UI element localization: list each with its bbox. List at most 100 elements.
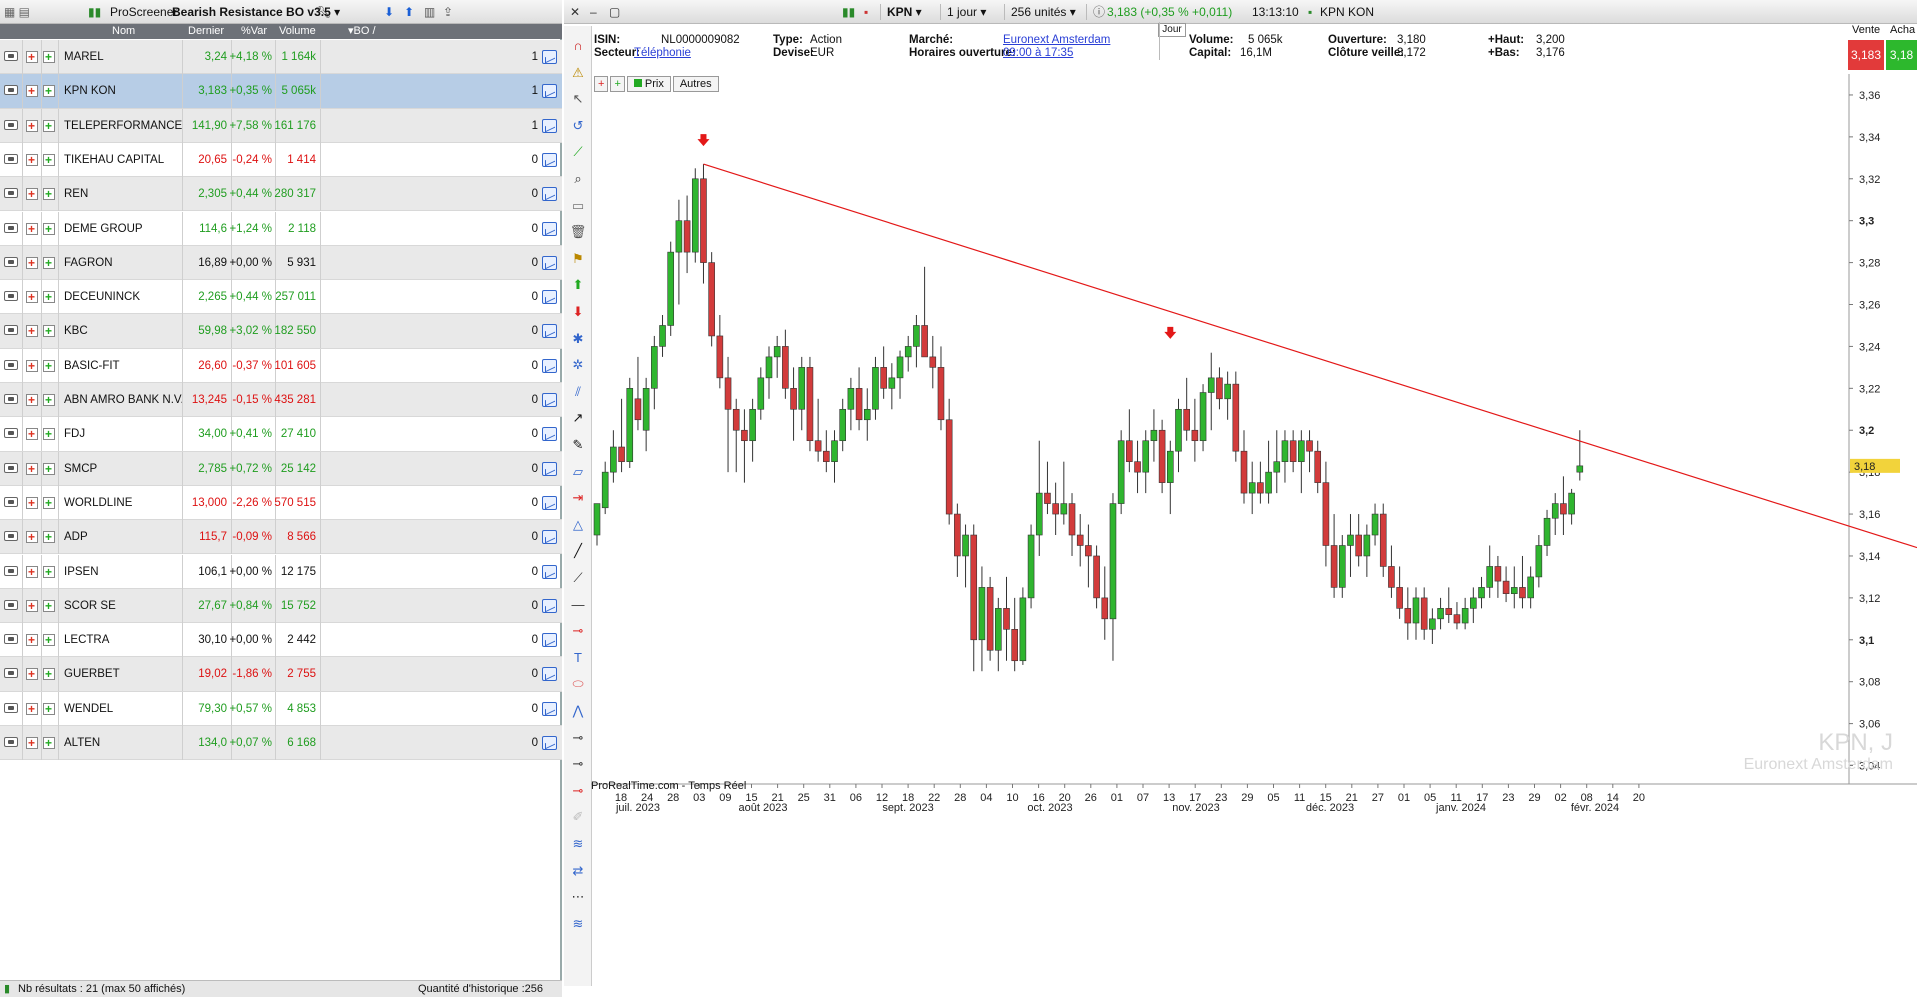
dots-icon[interactable]: ⋯ <box>571 889 585 905</box>
sort-down-icon[interactable]: ⬇ <box>384 5 395 19</box>
open-chart-icon[interactable] <box>542 84 557 99</box>
add-indicator-icon[interactable]: + <box>594 76 609 92</box>
close-icon[interactable]: ✕ <box>570 5 581 19</box>
ticker-selector[interactable]: KPN ▾ <box>880 4 922 20</box>
open-chart-icon[interactable] <box>542 255 557 270</box>
add-list-icon[interactable] <box>43 222 55 236</box>
eye-icon[interactable] <box>4 153 18 164</box>
add-list-icon[interactable] <box>43 462 55 476</box>
period-selector[interactable]: 1 jour ▾ <box>940 4 986 20</box>
row-name[interactable]: ABN AMRO BANK N.V. <box>64 394 184 406</box>
add-list-icon[interactable] <box>43 633 55 647</box>
eye-icon[interactable] <box>4 256 18 267</box>
hline2-icon[interactable]: — <box>571 596 585 612</box>
open-chart-icon[interactable] <box>542 701 557 716</box>
add-list-icon[interactable] <box>43 530 55 544</box>
open-chart-icon[interactable] <box>542 290 557 305</box>
lock-icon[interactable]: ▪ <box>864 5 869 19</box>
open-chart-icon[interactable] <box>542 50 557 64</box>
add-list-icon[interactable] <box>43 324 55 338</box>
units-selector[interactable]: 256 unités ▾ <box>1004 4 1076 20</box>
open-chart-icon[interactable] <box>542 495 557 510</box>
add-alert-icon[interactable] <box>26 290 38 304</box>
open-chart-icon[interactable] <box>542 564 557 579</box>
add-alert-icon[interactable] <box>26 393 38 407</box>
table-row[interactable]: FDJ 34,00+0,41 % 27 410 0 <box>0 417 562 452</box>
open-chart-icon[interactable] <box>542 633 557 648</box>
alert-icon[interactable]: ⚑ <box>572 250 584 266</box>
row-name[interactable]: LECTRA <box>64 634 110 647</box>
table-row[interactable]: DECEUNINCK 2,265+0,44 %257 011 0 <box>0 280 562 315</box>
add-alert-icon[interactable] <box>26 222 38 236</box>
row-name[interactable]: ADP <box>64 531 88 544</box>
row-name[interactable]: REN <box>64 188 89 201</box>
buy-button[interactable]: 3,18 <box>1886 40 1917 70</box>
table-row[interactable]: GUERBET 19,02 -1,86 % 2 755 0 <box>0 657 562 692</box>
jour-tab[interactable]: Jour <box>1158 23 1186 37</box>
hline-icon[interactable]: ⇥ <box>572 490 584 506</box>
add-list-icon[interactable] <box>43 50 55 64</box>
add-alert-icon[interactable] <box>26 462 38 476</box>
row-name[interactable]: KPN KON <box>64 85 116 98</box>
fib-icon[interactable]: ✱ <box>572 330 584 346</box>
row-name[interactable]: SCOR SE <box>64 599 116 612</box>
add-alert-icon[interactable] <box>26 530 38 544</box>
add-list-icon[interactable] <box>43 359 55 373</box>
maximize-icon[interactable]: ▢ <box>609 5 621 19</box>
columns-icon[interactable]: ▦ ▤ <box>4 5 31 19</box>
info-icon[interactable]: ⓘ <box>1086 4 1105 20</box>
ruler-icon[interactable]: ▭ <box>571 197 585 213</box>
open-chart-icon[interactable] <box>542 187 557 202</box>
sort-up-icon[interactable]: ⬆ <box>404 5 415 19</box>
hours-link[interactable]: 09:00 à 17:35 <box>1003 47 1074 59</box>
table-row[interactable]: MAREL 3,24+4,18 % 1 164k 1 <box>0 40 562 75</box>
eye-icon[interactable] <box>4 359 18 370</box>
share-icon[interactable]: ⇪ <box>443 5 454 19</box>
table-row[interactable]: TELEPERFORMANCE 141,90+7,58 %161 176 1 <box>0 108 562 143</box>
cursor-icon[interactable]: ↖ <box>572 91 584 107</box>
dot-line-icon[interactable]: ⊸ <box>572 729 584 745</box>
add-list-icon[interactable] <box>43 565 55 579</box>
minimize-icon[interactable]: – <box>590 5 597 19</box>
up-arrow-icon[interactable]: ⬆ <box>572 277 584 293</box>
fib-fan-icon[interactable]: ≋ <box>572 836 584 851</box>
fib-ext-icon[interactable]: ⇄ <box>572 862 584 878</box>
table-row[interactable]: SCOR SE 27,67+0,84 % 15 752 0 <box>0 588 562 624</box>
arrow-tool-icon[interactable]: ↗ <box>572 410 584 426</box>
open-chart-icon[interactable] <box>542 324 557 339</box>
eye-icon[interactable] <box>4 599 18 610</box>
eye-icon[interactable] <box>4 428 18 439</box>
eye-icon[interactable] <box>4 634 18 645</box>
add-list-icon[interactable] <box>43 153 55 167</box>
pencil-icon[interactable]: ✎ <box>572 437 584 452</box>
line-tool-icon[interactable]: ⟋ <box>573 144 583 160</box>
down-arrow-icon[interactable]: ⬇ <box>572 304 584 319</box>
open-chart-icon[interactable] <box>542 152 557 167</box>
add-alert-icon[interactable] <box>26 84 38 98</box>
eye-icon[interactable] <box>4 737 18 747</box>
open-chart-icon[interactable] <box>542 221 557 236</box>
add-alert-icon[interactable] <box>26 256 38 270</box>
table-row[interactable]: ALTEN 134,0+0,07 % 6 168 0 <box>0 726 562 761</box>
eye-icon[interactable] <box>4 119 18 130</box>
open-chart-icon[interactable] <box>542 358 557 373</box>
add-alert-icon[interactable] <box>26 359 38 373</box>
add-list-icon[interactable] <box>43 393 55 407</box>
open-chart-icon[interactable] <box>542 598 557 613</box>
row-name[interactable]: MAREL <box>64 51 104 63</box>
eye-icon[interactable] <box>4 496 18 507</box>
row-name[interactable]: TELEPERFORMANCE <box>64 119 183 132</box>
add-list-icon[interactable] <box>43 599 55 613</box>
ellipse-icon[interactable]: ⬭ <box>572 676 584 692</box>
col-volume[interactable]: Volume <box>279 25 316 37</box>
row-name[interactable]: ALTEN <box>64 737 101 749</box>
zoom-icon[interactable]: ⌕ <box>574 171 582 186</box>
market-link[interactable]: Euronext Amsterdam <box>1003 34 1111 46</box>
add-alert-icon[interactable] <box>26 599 38 613</box>
add-alert-icon[interactable] <box>26 153 38 167</box>
ray-icon[interactable]: ⊸ <box>572 623 584 639</box>
row-name[interactable]: WENDEL <box>64 702 114 715</box>
wave-icon[interactable]: ≋ <box>572 915 584 931</box>
table-row[interactable]: FAGRON 16,89+0,00 % 5 931 0 <box>0 245 562 281</box>
table-row[interactable]: IPSEN 106,1+0,00 % 12 175 0 <box>0 554 562 589</box>
